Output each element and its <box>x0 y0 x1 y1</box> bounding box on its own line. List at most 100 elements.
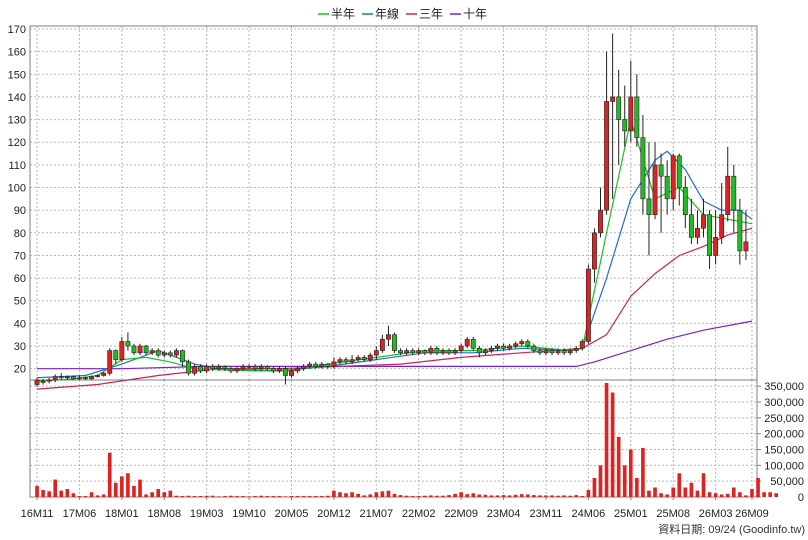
candle-body <box>210 366 216 369</box>
candle-body <box>688 214 694 238</box>
candle-body <box>373 350 379 356</box>
volume-bar <box>265 496 270 497</box>
candle-body <box>40 380 46 383</box>
volume-bar <box>647 490 651 497</box>
legend-label-1: 年線 <box>375 6 399 21</box>
price-tick-label: 80 <box>14 228 26 240</box>
volume-bar <box>429 495 433 497</box>
x-tick-label: 25M08 <box>656 508 690 520</box>
candle-body <box>367 354 373 360</box>
candle-body <box>434 347 440 354</box>
price-tick-label: 130 <box>8 115 26 127</box>
volume-bar <box>453 493 457 497</box>
x-tick-label: 20M12 <box>317 508 351 520</box>
candle-body <box>264 366 270 369</box>
candle-body <box>682 187 688 215</box>
x-tick-label: 18M01 <box>105 508 139 520</box>
candle-body <box>549 350 555 354</box>
candle-body <box>707 214 712 256</box>
volume-bar <box>41 490 45 497</box>
candle-body <box>331 361 337 367</box>
volume-bar <box>695 490 700 497</box>
volume-tick-label: 150,000 <box>764 445 804 457</box>
volume-bar <box>138 479 142 497</box>
price-tick-label: 70 <box>14 250 26 262</box>
price-tick-label: 140 <box>8 92 26 104</box>
candle-body <box>173 350 179 356</box>
volume-tick-label: 50,000 <box>770 476 804 488</box>
volume-bar <box>580 496 585 497</box>
candle-body <box>180 350 185 363</box>
volume-bar <box>356 493 360 497</box>
candle-body <box>131 345 137 354</box>
volume-bar <box>162 492 167 497</box>
volume-bar <box>677 473 682 497</box>
volume-bar <box>441 495 445 497</box>
volume-bar <box>168 490 173 497</box>
candle-body <box>204 366 210 372</box>
volume-bar <box>150 492 154 497</box>
candle-body <box>416 350 422 354</box>
candle-body <box>507 345 513 349</box>
volume-bar <box>465 494 470 497</box>
candle-body <box>307 363 313 367</box>
volume-bar <box>101 494 106 497</box>
volume-bar <box>641 447 645 497</box>
candle-body <box>695 227 700 238</box>
legend-label-0: 半年 <box>331 7 355 21</box>
candle-body <box>295 368 300 372</box>
candle-body <box>83 377 88 380</box>
candle-body <box>513 343 519 347</box>
candlesticks <box>34 33 749 387</box>
legend-label-2: 三年 <box>419 7 443 21</box>
volume-bar <box>665 494 669 497</box>
volume-bar <box>659 493 663 497</box>
candle-body <box>713 237 719 256</box>
candle-body <box>216 366 222 369</box>
volume-bar <box>198 496 203 497</box>
candle-body <box>604 101 609 211</box>
volume-bar <box>525 494 530 497</box>
volume-bar <box>362 495 367 497</box>
volume-axis: 0 50,000 100,000 150,000 200,000 250,000 300,0… <box>757 381 804 504</box>
candle-body <box>646 198 652 215</box>
candle-body <box>495 345 500 349</box>
volume-bars <box>35 383 779 497</box>
candle-body <box>579 341 585 349</box>
candle-body <box>482 350 488 354</box>
volume-bar <box>65 489 70 497</box>
volume-bar <box>259 495 264 497</box>
candle-body <box>77 377 82 380</box>
volume-bar <box>174 495 179 497</box>
candle-body <box>355 357 361 360</box>
price-tick-label: 20 <box>14 364 26 376</box>
candle-body <box>519 341 525 345</box>
volume-bar <box>386 490 391 497</box>
volume-bar <box>89 492 94 497</box>
candle-body <box>240 366 246 369</box>
volume-bar <box>762 492 766 497</box>
volume-bar <box>144 494 148 497</box>
candle-body <box>622 119 628 132</box>
candle-body <box>101 372 107 376</box>
volume-bar <box>532 495 536 497</box>
volume-bar <box>622 465 627 497</box>
candle-body <box>676 155 682 188</box>
candle-body <box>737 209 743 252</box>
volume-bar <box>210 495 215 497</box>
x-tick-label: 26M03 <box>699 508 733 520</box>
volume-gridlines <box>30 380 757 498</box>
volume-bar <box>59 490 64 497</box>
volume-bar <box>756 478 760 497</box>
price-tick-label: 50 <box>14 296 26 308</box>
volume-bar <box>562 495 566 497</box>
candle-body <box>670 155 676 200</box>
candle-body <box>592 232 597 270</box>
candle-body <box>119 341 125 360</box>
candle-body <box>95 375 101 377</box>
volume-bar <box>204 495 209 497</box>
volume-bar <box>731 487 736 497</box>
volume-bar <box>689 482 694 497</box>
volume-bar <box>477 494 482 497</box>
candle-body <box>161 352 167 356</box>
